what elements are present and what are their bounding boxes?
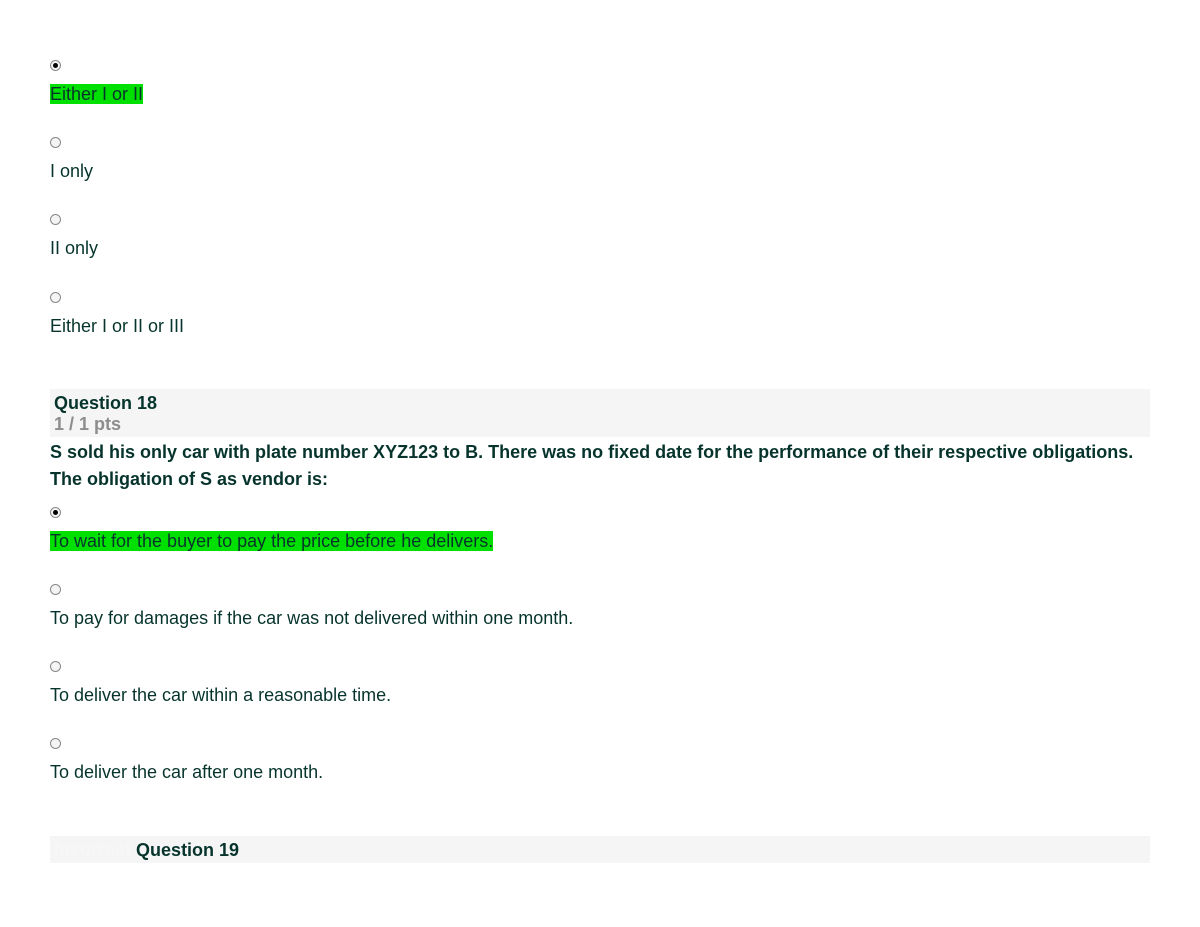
question-title: Question 18 xyxy=(54,393,1146,414)
option-label: Either I or II xyxy=(50,82,1150,107)
radio-icon[interactable] xyxy=(50,214,61,225)
option: To pay for damages if the car was not de… xyxy=(50,584,1150,631)
question-text: S sold his only car with plate number XY… xyxy=(50,439,1150,493)
option: Either I or II xyxy=(50,60,1150,107)
option: To deliver the car within a reasonable t… xyxy=(50,661,1150,708)
q17-options: Either I or II I only II only Either I o… xyxy=(50,60,1150,339)
radio-icon[interactable] xyxy=(50,661,61,672)
option-label: To wait for the buyer to pay the price b… xyxy=(50,529,1150,554)
radio-icon[interactable] xyxy=(50,60,61,71)
option: Either I or II or III xyxy=(50,292,1150,339)
incorrect-tag: Incorrect xyxy=(54,840,131,860)
option-label: I only xyxy=(50,159,1150,184)
option-label: To pay for damages if the car was not de… xyxy=(50,606,1150,631)
option: To deliver the car after one month. xyxy=(50,738,1150,785)
question-header: Question 18 1 / 1 pts xyxy=(50,389,1150,437)
option: II only xyxy=(50,214,1150,261)
question-points: 1 / 1 pts xyxy=(54,414,1146,435)
radio-icon[interactable] xyxy=(50,584,61,595)
option-label: Either I or II or III xyxy=(50,314,1150,339)
radio-icon[interactable] xyxy=(50,137,61,148)
radio-icon[interactable] xyxy=(50,507,61,518)
option: To wait for the buyer to pay the price b… xyxy=(50,507,1150,554)
question-title: Incorrect Question 19 xyxy=(54,840,1146,861)
question-header: Incorrect Question 19 xyxy=(50,836,1150,863)
option-label: To deliver the car after one month. xyxy=(50,760,1150,785)
option: I only xyxy=(50,137,1150,184)
q18-options: To wait for the buyer to pay the price b… xyxy=(50,507,1150,786)
option-label: To deliver the car within a reasonable t… xyxy=(50,683,1150,708)
option-label: II only xyxy=(50,236,1150,261)
page: Either I or II I only II only Either I o… xyxy=(0,0,1200,863)
radio-icon[interactable] xyxy=(50,738,61,749)
radio-icon[interactable] xyxy=(50,292,61,303)
